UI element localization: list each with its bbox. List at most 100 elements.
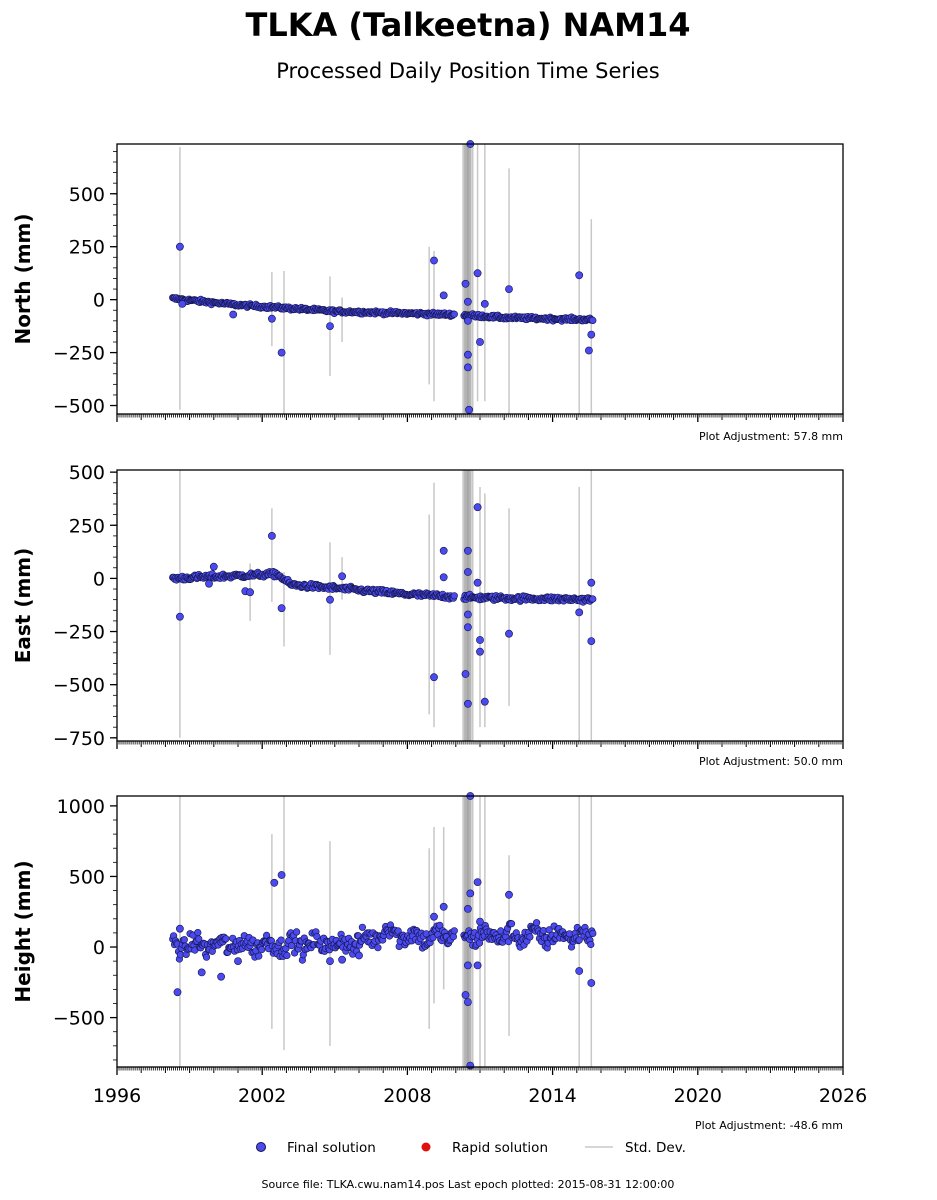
outlier-point [267,314,276,323]
chart-subtitle: Processed Daily Position Time Series [276,59,660,83]
x-tick-label: 2008 [383,1085,431,1107]
data-point [587,940,595,949]
outlier-point [505,285,513,293]
outlier-point [234,957,242,965]
outlier-point [439,902,448,911]
y-tick-label: 1000 [57,796,105,818]
outlier-point [277,348,286,357]
y-tick-label: −500 [53,396,105,418]
outlier-point [466,889,475,898]
outlier-point [476,647,484,656]
y-tick-label: −250 [53,343,105,365]
panels: 500 250 0 −250 −500 North (mm) Plot Adjustment… [11,140,867,1132]
outlier-point [175,242,184,251]
outlier-point [439,546,448,555]
outlier-point [277,604,286,613]
y-axis-label-north: North (mm) [11,213,35,344]
legend: Final solution Rapid solution Std. Dev. [256,1140,686,1156]
data-point [507,920,516,928]
outlier-point [465,405,473,414]
y-tick-label: −500 [53,1008,105,1030]
outlier-point [473,269,482,278]
outlier-point [326,322,334,330]
x-tick-label: 1996 [93,1085,141,1107]
outlier-point [326,595,334,604]
outlier-point [430,256,438,265]
y-tick-label: −500 [53,675,105,697]
source-file-text: Source file: TLKA.cwu.nam14.pos Last epo… [262,1178,675,1191]
x-tick-label: 2020 [674,1085,722,1107]
plot-adjustment-height: Plot Adjustment: -48.6 mm [695,1119,843,1132]
outlier-point [461,991,470,999]
y-tick-label: 250 [69,237,105,259]
chart-title: TLKA (Talkeetna) NAM14 [246,6,691,44]
outlier-point [575,271,584,280]
outlier-point [463,998,472,1006]
outlier-point [430,912,438,921]
outlier-point [463,623,472,632]
y-tick-label: 500 [69,462,105,484]
y-tick-label: 0 [93,937,105,959]
outlier-point [338,955,346,964]
outlier-point [463,546,472,555]
points-east [169,503,597,708]
data-point [255,952,263,960]
legend-rapid-label: Rapid solution [452,1140,548,1156]
data-point [575,936,583,944]
outlier-point [587,578,596,587]
outlier-point [585,346,593,355]
outlier-point [463,905,472,913]
points-north [169,140,597,414]
y-axis-label-east: East (mm) [11,548,35,664]
plot-adjustment-north: Plot Adjustment: 57.8 mm [699,430,843,443]
data-point [374,944,382,952]
outlier-point [430,673,438,682]
legend-std-label: Std. Dev. [625,1140,686,1156]
outlier-point [178,299,187,308]
outlier-point [267,532,276,540]
x-tick-label: 2026 [819,1085,867,1107]
outlier-point [197,968,206,977]
y-tick-label: 0 [93,568,105,590]
outlier-point [175,612,184,621]
data-point [589,595,597,603]
data-point [258,945,266,954]
outlier-point [463,316,472,325]
data-point [532,919,541,927]
outlier-point [461,279,470,288]
outlier-point [175,924,184,933]
data-point [589,929,597,938]
outlier-point [463,350,472,359]
plot-adjustment-east: Plot Adjustment: 50.0 mm [699,755,843,768]
outlier-point [463,297,472,306]
outlier-point [575,967,584,975]
data-point [526,933,534,941]
outlier-point [473,578,482,587]
outlier-point [461,670,470,678]
data-point [450,310,458,318]
outlier-point [480,697,489,706]
outlier-point [338,572,346,581]
data-point [283,951,291,960]
y-tick-label: 250 [69,515,105,537]
panel-north: 500 250 0 −250 −500 North (mm) Plot Adjustment… [11,140,844,443]
data-point [202,953,211,961]
outlier-point [463,568,472,576]
data-point [195,935,203,943]
y-tick-label: 500 [69,184,105,206]
outlier-point [439,573,448,582]
data-point [194,928,202,937]
data-point [450,927,458,935]
legend-final-marker [256,1142,266,1152]
data-point [358,923,367,931]
outlier-point [463,363,472,372]
outlier-point [473,961,482,970]
y-tick-label: 500 [69,866,105,888]
outlier-point [505,629,513,638]
outlier-point [505,890,513,899]
outlier-point [326,957,334,965]
data-point [589,316,597,325]
outlier-point [229,310,238,319]
outlier-point [587,330,596,339]
x-tick-label: 2002 [238,1085,286,1107]
